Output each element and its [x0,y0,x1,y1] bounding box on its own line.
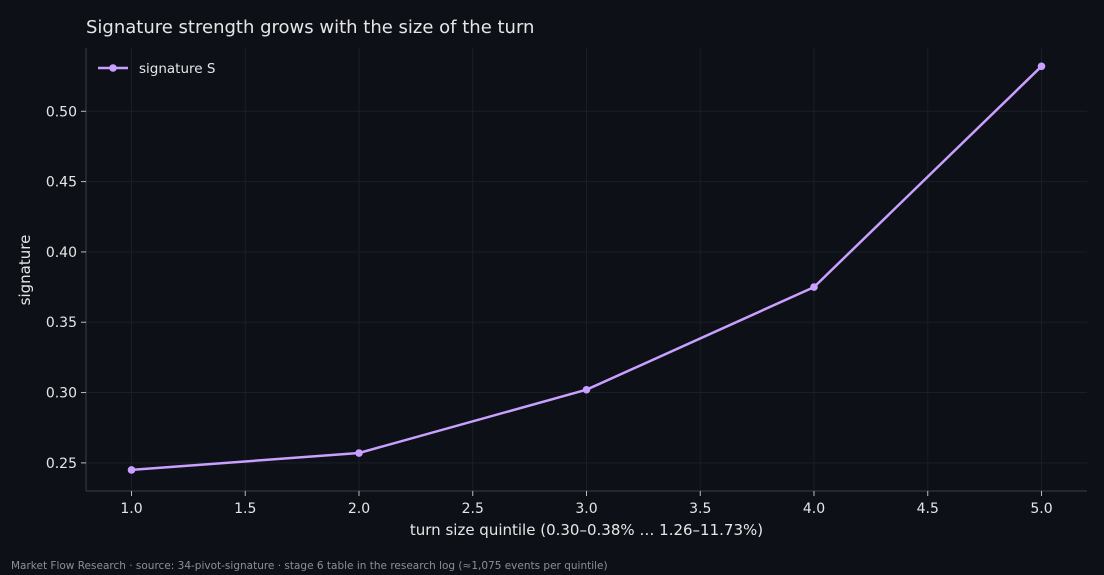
legend: signature S [98,61,215,77]
legend-label: signature S [139,61,215,77]
x-tick-label: 2.5 [462,501,484,517]
x-tick-label: 4.0 [803,501,825,517]
legend-swatch-marker [109,64,117,72]
x-tick-label: 3.5 [689,501,711,517]
x-tick-label: 5.0 [1030,501,1052,517]
grid-lines [86,48,1087,491]
x-tick-label: 1.5 [234,501,256,517]
y-tick-label: 0.30 [46,386,77,402]
data-point [810,283,818,291]
footer-source-note: Market Flow Research · source: 34-pivot-… [11,560,608,572]
data-point [127,466,136,474]
x-axis-label: turn size quintile (0.30–0.38% … 1.26–11… [410,521,763,539]
data-point [582,385,591,394]
y-tick-label: 0.35 [46,315,77,331]
y-axis-ticks: 0.25 0.30 0.35 0.40 0.45 0.50 [46,104,86,472]
data-point [355,449,363,457]
y-axis-label: signature [16,235,34,306]
series-layer [127,62,1046,474]
data-point [1037,62,1046,71]
y-tick-label: 0.50 [46,104,77,120]
y-tick-label: 0.40 [46,245,77,261]
chart-title: Signature strength grows with the size o… [86,17,534,38]
x-tick-label: 2.0 [348,501,370,517]
x-tick-label: 1.0 [120,501,142,517]
x-tick-label: 4.5 [917,501,939,517]
x-tick-label: 3.0 [575,501,597,517]
x-axis-ticks: 1.0 1.5 2.0 2.5 3.0 3.5 4.0 4.5 5.0 [120,491,1053,517]
y-tick-label: 0.45 [46,175,77,191]
y-tick-label: 0.25 [46,456,77,472]
